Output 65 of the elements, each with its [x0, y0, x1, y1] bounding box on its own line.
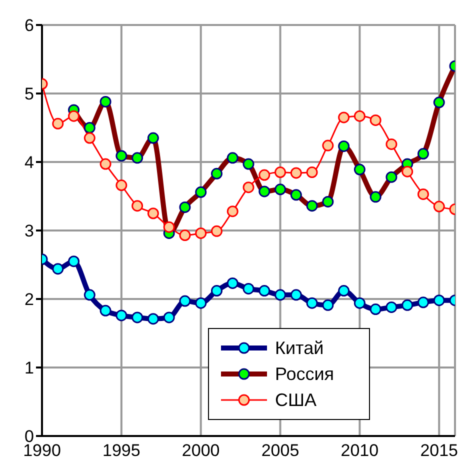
point	[147, 208, 159, 220]
point	[386, 301, 398, 313]
legend-label: США	[275, 390, 317, 410]
point	[100, 158, 112, 170]
point	[258, 285, 270, 297]
point	[370, 114, 382, 126]
point	[163, 221, 175, 233]
point	[100, 304, 112, 316]
point	[433, 200, 445, 212]
point	[433, 294, 445, 306]
point	[226, 277, 238, 289]
point	[163, 312, 175, 324]
point	[402, 166, 414, 178]
legend-label: Россия	[275, 364, 334, 384]
y-tick-label: 2	[24, 290, 34, 310]
point	[52, 118, 64, 130]
point	[195, 297, 207, 309]
point	[354, 297, 366, 309]
point	[306, 297, 318, 309]
point	[274, 289, 286, 301]
point	[242, 282, 254, 294]
y-tick-label: 1	[24, 358, 34, 378]
point	[274, 166, 286, 178]
legend-label: Китай	[275, 338, 324, 358]
y-tick-label: 3	[24, 222, 34, 241]
point	[258, 169, 270, 181]
point	[322, 299, 334, 311]
y-tick-label: 6	[24, 16, 34, 36]
point	[116, 180, 128, 192]
point	[322, 140, 334, 152]
x-tick-label: 2005	[261, 441, 300, 460]
y-tick-label: 5	[24, 84, 34, 104]
x-tick-label: 1990	[23, 441, 61, 460]
point	[226, 206, 238, 218]
point	[116, 310, 128, 322]
point	[290, 167, 302, 179]
point	[195, 227, 207, 239]
point	[132, 200, 144, 212]
point	[68, 110, 80, 122]
point	[52, 263, 64, 275]
point	[386, 138, 398, 150]
x-tick-label: 2010	[340, 441, 379, 460]
point	[84, 132, 96, 144]
point	[84, 289, 96, 301]
y-tick-label: 4	[24, 153, 34, 172]
point	[242, 182, 254, 194]
point	[417, 188, 429, 200]
point	[402, 299, 414, 311]
x-tick-label: 2000	[182, 441, 220, 460]
point	[210, 285, 222, 297]
point	[179, 295, 191, 307]
point	[338, 285, 350, 297]
point	[306, 166, 318, 178]
point	[354, 110, 366, 122]
point	[132, 312, 144, 324]
point	[417, 296, 429, 308]
x-tick-label: 2015	[420, 441, 458, 460]
point	[370, 304, 382, 316]
point	[179, 230, 191, 242]
point	[338, 112, 350, 124]
point	[68, 256, 80, 268]
point	[290, 289, 302, 301]
point	[210, 225, 222, 237]
point	[147, 313, 159, 325]
x-tick-label: 1995	[102, 441, 140, 460]
